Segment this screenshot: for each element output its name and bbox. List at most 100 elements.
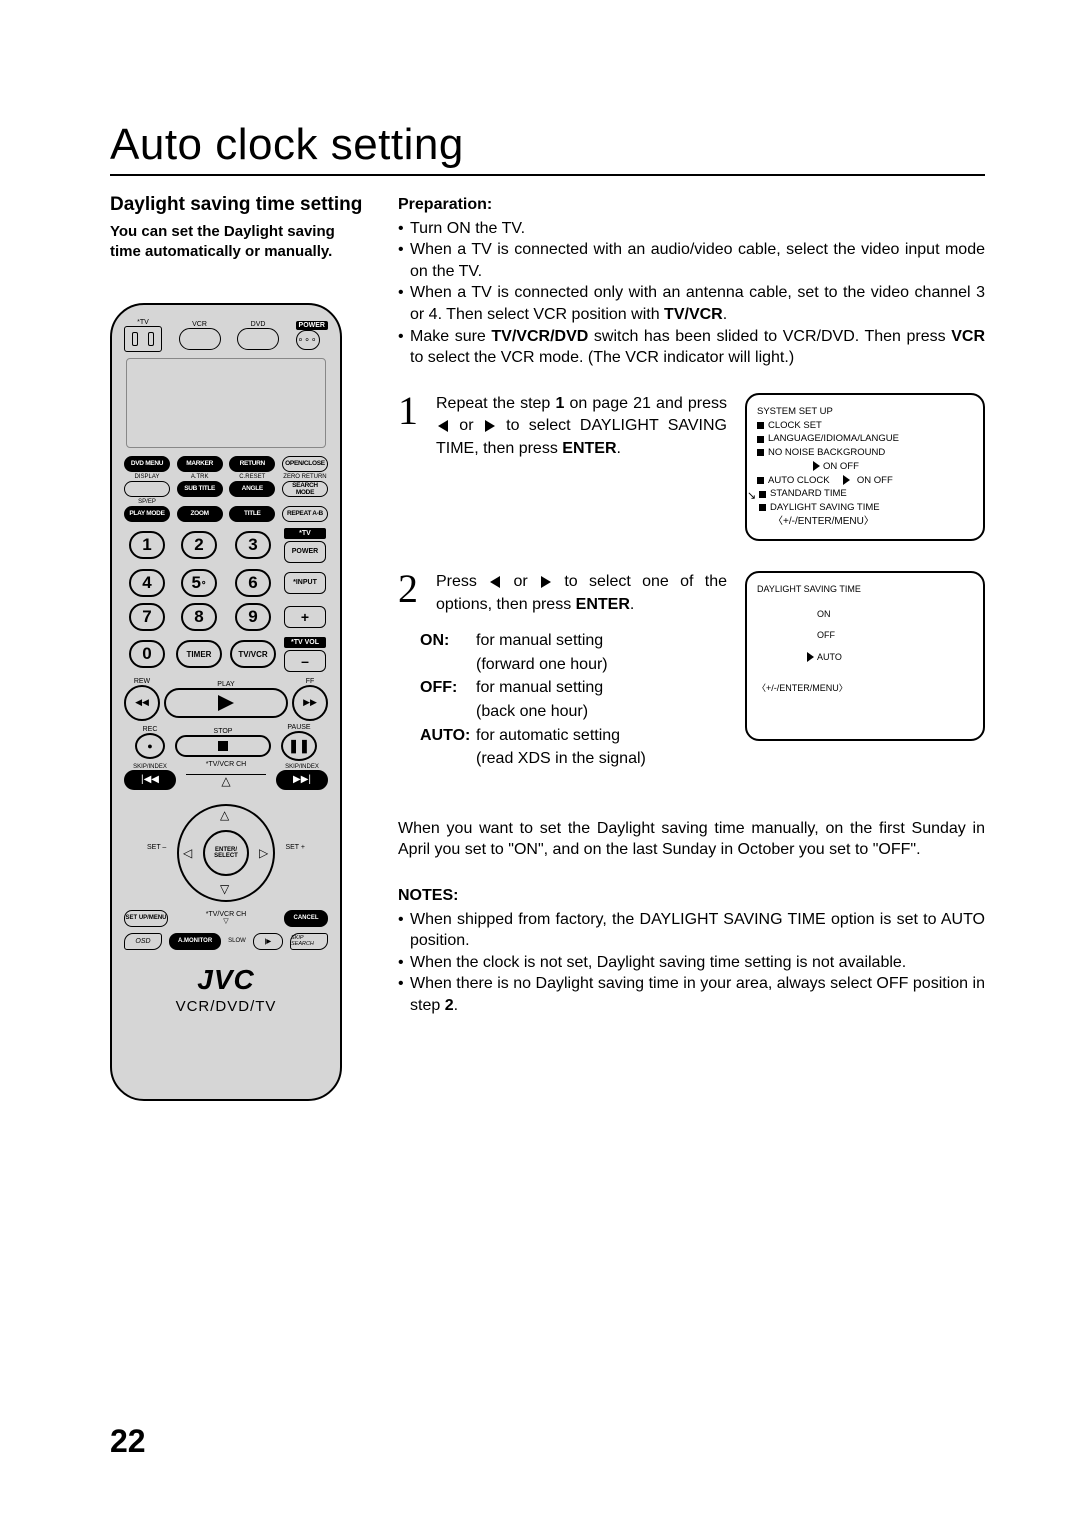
rec-btn: ● bbox=[135, 733, 165, 759]
tvvcr-btn: TV/VCR bbox=[230, 640, 276, 668]
section-intro: You can set the Daylight saving time aut… bbox=[110, 222, 370, 263]
power-label: POWER bbox=[296, 321, 328, 330]
skipl-label: SKIP/INDEX bbox=[124, 764, 176, 770]
note-item: When shipped from factory, the DAYLIGHT … bbox=[398, 909, 985, 952]
rew-btn: ◀◀ bbox=[124, 685, 160, 721]
num-4: 4 bbox=[129, 569, 165, 597]
ff-label: FF bbox=[306, 678, 315, 685]
atrk-cap: A.TRK bbox=[177, 474, 223, 480]
osd-dst: DAYLIGHT SAVING TIME ON OFF AUTO 〈+/-/EN… bbox=[745, 571, 985, 741]
return-btn: RETURN bbox=[240, 460, 265, 467]
timer-btn: TIMER bbox=[176, 640, 222, 668]
tv-label: *TV bbox=[124, 319, 162, 326]
osd-btn: OSD bbox=[124, 933, 162, 950]
section-subhead: Daylight saving time setting bbox=[110, 194, 370, 216]
search-btn: SEARCH MODE bbox=[283, 482, 327, 496]
num-5: 5∘ bbox=[181, 569, 217, 597]
skipr-btn: ▶▶| bbox=[276, 770, 328, 790]
side-minus: – bbox=[284, 650, 326, 672]
zoom-btn: ZOOM bbox=[191, 510, 209, 517]
num-8: 8 bbox=[181, 603, 217, 631]
pause-label: PAUSE bbox=[281, 724, 317, 731]
amon-btn: A.MONITOR bbox=[169, 933, 221, 950]
side-power: POWER bbox=[284, 541, 326, 563]
num-3: 3 bbox=[235, 531, 271, 559]
page-title: Auto clock setting bbox=[110, 120, 985, 176]
cancel-btn: CANCEL bbox=[284, 910, 328, 927]
intro-line1: You can set the Daylight saving bbox=[110, 223, 335, 240]
setup-btn: SET UP/MENU bbox=[124, 910, 168, 927]
side-tv: *TV bbox=[284, 528, 326, 539]
creset-cap: C.RESET bbox=[229, 474, 275, 480]
skipr-label: SKIP/INDEX bbox=[276, 764, 328, 770]
open-btn: OPEN/CLOSE bbox=[285, 460, 325, 467]
spep-cap: SP/EP bbox=[124, 499, 170, 505]
power-button: ∘∘∘ bbox=[296, 330, 320, 350]
prep-header: Preparation: bbox=[398, 194, 985, 216]
select-label: SELECT bbox=[214, 853, 238, 859]
page-number: 22 bbox=[110, 1423, 146, 1460]
marker-btn: MARKER bbox=[186, 460, 213, 467]
side-plus: + bbox=[284, 606, 326, 628]
left-column: Daylight saving time setting You can set… bbox=[110, 194, 370, 1101]
ch-label: *TV/VCR CH bbox=[206, 761, 246, 768]
manual-note: When you want to set the Daylight saving… bbox=[398, 818, 985, 861]
skipl-btn: |◀◀ bbox=[124, 770, 176, 790]
num-6: 6 bbox=[235, 569, 271, 597]
prep-item: When a TV is connected with an audio/vid… bbox=[398, 239, 985, 282]
play-label: PLAY bbox=[164, 681, 288, 688]
rec-label: REC bbox=[135, 726, 165, 733]
subtitle-btn: SUB TITLE bbox=[184, 485, 215, 492]
angle-btn: ANGLE bbox=[242, 485, 263, 492]
vcr-button bbox=[179, 328, 221, 350]
right-arrow-icon bbox=[485, 420, 495, 432]
stop-btn bbox=[175, 735, 271, 757]
osd-system-setup: SYSTEM SET UP CLOCK SET LANGUAGE/IDIOMA/… bbox=[745, 393, 985, 542]
prep-list: Turn ON the TV.When a TV is connected wi… bbox=[398, 218, 985, 369]
num-0: 0 bbox=[129, 640, 165, 668]
step1-text: Repeat the step 1 on page 21 and press o… bbox=[436, 393, 727, 460]
zero-cap: ZERO RETURN bbox=[282, 474, 328, 480]
intro-line2: time automatically or manually. bbox=[110, 243, 332, 260]
note-item: When there is no Daylight saving time in… bbox=[398, 973, 985, 1016]
vcr-label: VCR bbox=[179, 321, 221, 328]
num-1: 1 bbox=[129, 531, 165, 559]
dvdmenu-btn: DVD MENU bbox=[131, 460, 163, 467]
num-2: 2 bbox=[181, 531, 217, 559]
repeat-btn: REPEAT A-B bbox=[287, 510, 323, 517]
slow-label: SLOW bbox=[228, 938, 246, 944]
num-7: 7 bbox=[129, 603, 165, 631]
step2-number: 2 bbox=[398, 571, 426, 616]
ch-bottom: *TV/VCR CH bbox=[206, 911, 246, 918]
dvd-label: DVD bbox=[237, 321, 279, 328]
note-item: When the clock is not set, Daylight savi… bbox=[398, 952, 985, 974]
ff-btn: ▶▶ bbox=[292, 685, 328, 721]
left-arrow-icon bbox=[490, 576, 500, 588]
set-plus: SET + bbox=[285, 844, 305, 851]
title-btn: TITLE bbox=[244, 510, 261, 517]
play-btn bbox=[164, 688, 288, 718]
notes-header: NOTES: bbox=[398, 885, 985, 907]
set-minus: SET – bbox=[147, 844, 166, 851]
prep-item: Make sure TV/VCR/DVD switch has been sli… bbox=[398, 326, 985, 369]
right-column: Preparation: Turn ON the TV.When a TV is… bbox=[398, 194, 985, 1101]
display-cap: DISPLAY bbox=[124, 474, 170, 480]
tv-switch bbox=[124, 326, 162, 352]
brand-sub: VCR/DVD/TV bbox=[124, 998, 328, 1015]
prep-item: Turn ON the TV. bbox=[398, 218, 985, 240]
display-area bbox=[126, 358, 326, 448]
stop-label: STOP bbox=[175, 728, 271, 735]
step1-number: 1 bbox=[398, 393, 426, 460]
side-tvvol: *TV VOL bbox=[284, 637, 326, 648]
skipsearch-btn: SKIP SEARCH bbox=[290, 933, 328, 950]
left-arrow-icon bbox=[438, 420, 448, 432]
options-list: ON:for manual setting (forward one hour)… bbox=[420, 630, 727, 770]
num-9: 9 bbox=[235, 603, 271, 631]
side-input: *INPUT bbox=[284, 572, 326, 594]
notes-list: When shipped from factory, the DAYLIGHT … bbox=[398, 909, 985, 1017]
prep-item: When a TV is connected only with an ante… bbox=[398, 282, 985, 325]
dvd-button bbox=[237, 328, 279, 350]
remote-illustration: *TV VCR DVD POWER ∘∘∘ DVD MENU bbox=[110, 303, 342, 1101]
step2-text: Press or to select one of the options, t… bbox=[436, 571, 727, 616]
slow-btn: |▶ bbox=[253, 933, 283, 950]
